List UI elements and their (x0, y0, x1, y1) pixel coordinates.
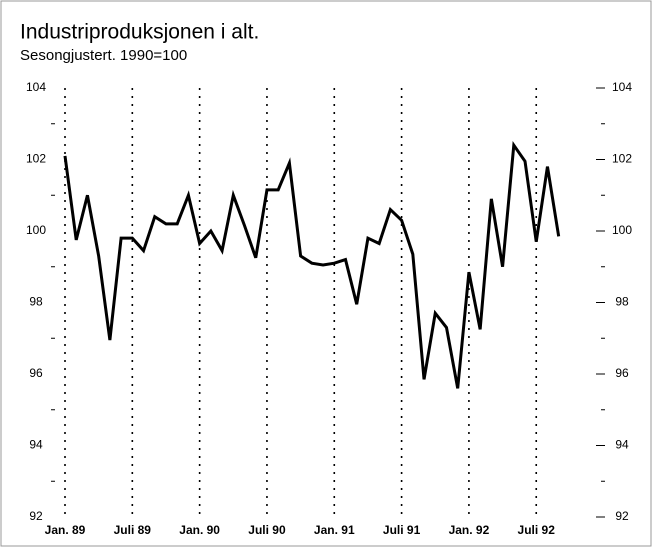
x-tick-label: Juli 92 (518, 523, 556, 537)
x-tick-label: Jan. 90 (179, 523, 220, 537)
y-tick-label: 102 (26, 152, 46, 166)
x-tick-label: Juli 91 (383, 523, 421, 537)
y2-tick-label: 102 (612, 152, 632, 166)
y-tick-label: 104 (26, 80, 46, 94)
x-tick-label: Juli 89 (114, 523, 152, 537)
y-tick-label: 98 (29, 295, 43, 309)
y2-tick-label: 96 (615, 366, 629, 380)
y2-tick-label: 100 (612, 223, 632, 237)
y2-tick-label: 94 (615, 438, 629, 452)
y-tick-label: 100 (26, 223, 46, 237)
x-tick-label: Juli 90 (248, 523, 286, 537)
y-tick-label: 94 (29, 438, 43, 452)
x-tick-label: Jan. 92 (449, 523, 490, 537)
y2-tick-label: 104 (612, 80, 632, 94)
y2-tick-label: 98 (615, 295, 629, 309)
y-tick-label: 96 (29, 366, 43, 380)
data-line (63, 140, 561, 389)
x-tick-label: Jan. 91 (314, 523, 355, 537)
y-tick-label: 92 (29, 509, 43, 523)
x-tick-label: Jan. 89 (45, 523, 86, 537)
chart-subtitle: Sesongjustert. 1990=100 (20, 47, 187, 64)
y2-tick-label: 92 (615, 509, 629, 523)
chart-title: Industriproduksjonen i alt. (20, 21, 259, 44)
